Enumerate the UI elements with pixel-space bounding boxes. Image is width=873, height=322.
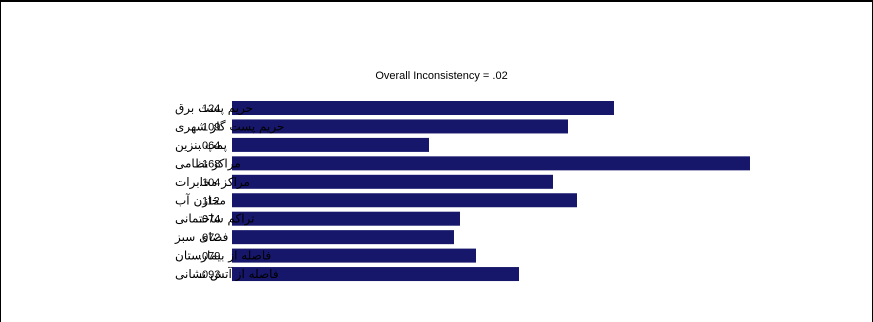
bar-6 bbox=[232, 193, 577, 208]
value-label-5: .104 bbox=[199, 177, 220, 189]
value-label-4: .168 bbox=[199, 158, 220, 170]
category-label-1: حریم پست برق bbox=[175, 101, 253, 116]
value-label-3: .064 bbox=[199, 140, 220, 152]
value-label-9: .079 bbox=[199, 251, 220, 263]
category-label-3: پمپ بنزین bbox=[175, 138, 227, 153]
bar-4 bbox=[232, 156, 750, 171]
bar-7 bbox=[232, 211, 460, 226]
bar-8 bbox=[232, 230, 454, 245]
value-label-2: .109 bbox=[199, 121, 220, 133]
category-label-8: فضای سبز bbox=[174, 230, 228, 245]
category-label-9: فاصله از بیمارستان bbox=[175, 249, 271, 264]
value-label-7: .074 bbox=[199, 214, 220, 226]
category-label-7: تراکم ساختمانی bbox=[175, 212, 255, 227]
value-label-6: .112 bbox=[199, 195, 220, 207]
chart-title: Overall Inconsistency = .02 bbox=[375, 70, 508, 82]
category-label-4: مراکز نظامی bbox=[175, 156, 241, 171]
bar-3 bbox=[232, 137, 429, 152]
bar-1 bbox=[232, 101, 614, 115]
category-label-10: فاصله از آتش نشانی bbox=[175, 266, 279, 282]
category-label-5: مراکز مخابرات bbox=[175, 175, 250, 190]
category-label-2: حریم پست گاز شهری bbox=[175, 119, 284, 134]
category-label-6: مخازن آب bbox=[175, 192, 226, 208]
value-label-1: .124 bbox=[199, 103, 220, 115]
value-label-10: .093 bbox=[199, 269, 220, 281]
bar-2 bbox=[232, 119, 568, 134]
bar-5 bbox=[232, 174, 553, 189]
value-label-8: .072 bbox=[199, 232, 220, 244]
bar-10 bbox=[232, 267, 519, 282]
bar-9 bbox=[232, 248, 476, 263]
